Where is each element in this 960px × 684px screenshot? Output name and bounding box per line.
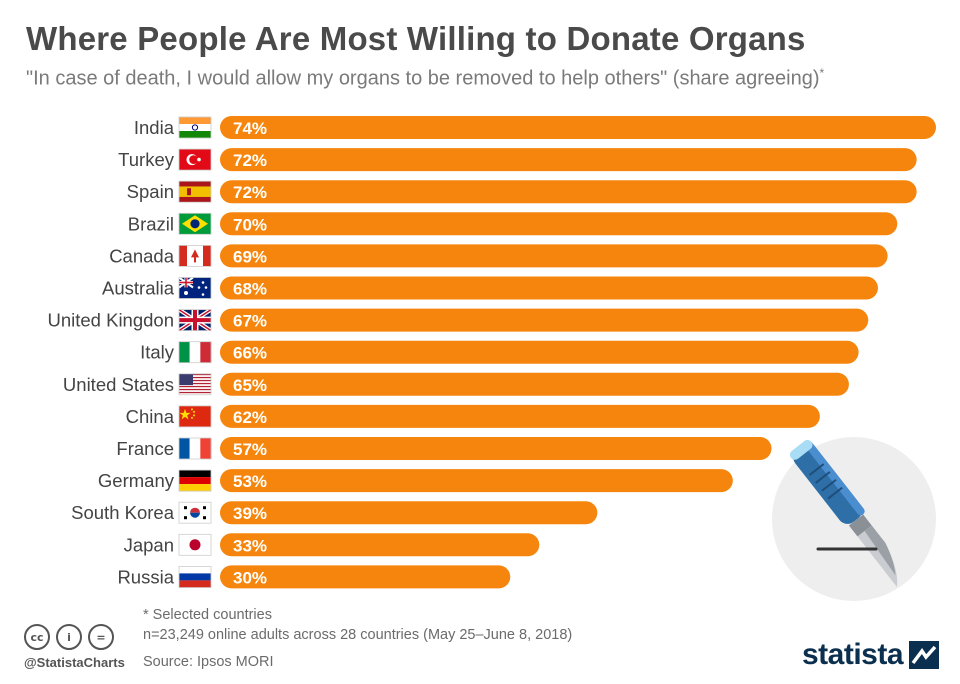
category-label: United States	[63, 374, 174, 395]
category-label: Australia	[102, 278, 175, 299]
source-note: Source: Ipsos MORI	[143, 654, 274, 670]
category-label: Italy	[140, 342, 175, 363]
footnote-selected: * Selected countries	[143, 607, 272, 623]
social-handle[interactable]: @StatistaCharts	[24, 655, 125, 670]
attribution-icon: i	[56, 624, 82, 650]
value-label: 30%	[233, 568, 267, 587]
category-label: Brazil	[128, 213, 174, 234]
bar-chart: 74% India 72% Turkey 72% Spain 70% Brazil 69% Can…	[47, 116, 936, 589]
france-flag-icon	[178, 437, 212, 460]
license-icons[interactable]: cc i =	[24, 624, 114, 650]
china-flag-icon	[178, 405, 212, 428]
bar-germany	[220, 469, 733, 493]
chart-subtitle: "In case of death, I would allow my orga…	[26, 66, 824, 91]
category-label: United Kingdon	[47, 310, 174, 331]
value-label: 57%	[233, 440, 267, 459]
brand-name: statista	[802, 638, 904, 671]
bar-united-states	[220, 372, 849, 396]
statista-logo-icon	[909, 641, 940, 669]
category-label: India	[134, 117, 175, 138]
category-label: Turkey	[118, 149, 175, 170]
bar-india	[220, 116, 936, 139]
category-label: Germany	[98, 470, 175, 491]
value-label: 65%	[233, 376, 267, 395]
category-label: France	[116, 438, 174, 459]
turkey-flag-icon	[178, 148, 212, 171]
bar-china	[220, 404, 820, 428]
value-label: 39%	[233, 504, 267, 523]
statista-logo[interactable]: statista	[802, 638, 940, 672]
uk-flag-icon	[177, 307, 213, 333]
category-label: Japan	[124, 534, 174, 555]
value-label: 74%	[233, 119, 267, 138]
category-label: Canada	[109, 245, 175, 266]
value-label: 72%	[233, 151, 267, 170]
canada-flag-icon	[178, 244, 212, 267]
value-label: 68%	[233, 280, 267, 299]
value-label: 66%	[233, 344, 267, 363]
bar-united-kingdon	[220, 308, 869, 332]
subtitle-asterisk: *	[819, 66, 825, 80]
scalpel-icon	[772, 437, 936, 601]
bar-france	[220, 437, 772, 460]
value-label: 69%	[233, 247, 267, 266]
russia-flag-icon	[178, 566, 212, 588]
brazil-flag-icon	[178, 212, 212, 235]
south-korea-flag-icon	[178, 501, 212, 524]
spain-flag-icon	[178, 180, 212, 203]
bar-italy	[220, 340, 859, 364]
category-label: Spain	[127, 181, 174, 202]
bar-russia	[220, 565, 511, 589]
bar-japan	[220, 533, 540, 557]
bar-brazil	[220, 212, 898, 236]
scalpel-illustration	[772, 437, 937, 607]
bar-spain	[220, 180, 917, 204]
value-label: 53%	[233, 472, 267, 491]
no-derivatives-icon: =	[88, 624, 114, 650]
category-label: China	[126, 406, 175, 427]
value-label: 33%	[233, 536, 267, 555]
value-label: 70%	[233, 215, 267, 234]
value-label: 67%	[233, 312, 267, 331]
subtitle-text: "In case of death, I would allow my orga…	[26, 67, 820, 90]
category-label: Russia	[117, 566, 174, 587]
usa-flag-icon	[178, 373, 212, 396]
japan-flag-icon	[178, 533, 212, 556]
value-label: 62%	[233, 408, 267, 427]
australia-flag-icon	[178, 276, 212, 299]
germany-flag-icon	[178, 469, 212, 492]
footnote-sample: n=23,249 online adults across 28 countri…	[143, 627, 573, 643]
italy-flag-icon	[178, 341, 212, 364]
bar-canada	[220, 244, 888, 268]
bar-south-korea	[220, 501, 598, 525]
category-label: South Korea	[71, 502, 175, 523]
chart-title: Where People Are Most Willing to Donate …	[26, 20, 806, 57]
bar-turkey	[220, 148, 917, 172]
value-label: 72%	[233, 183, 267, 202]
bar-australia	[220, 276, 878, 300]
cc-icon: cc	[24, 624, 50, 650]
india-flag-icon	[178, 116, 212, 139]
